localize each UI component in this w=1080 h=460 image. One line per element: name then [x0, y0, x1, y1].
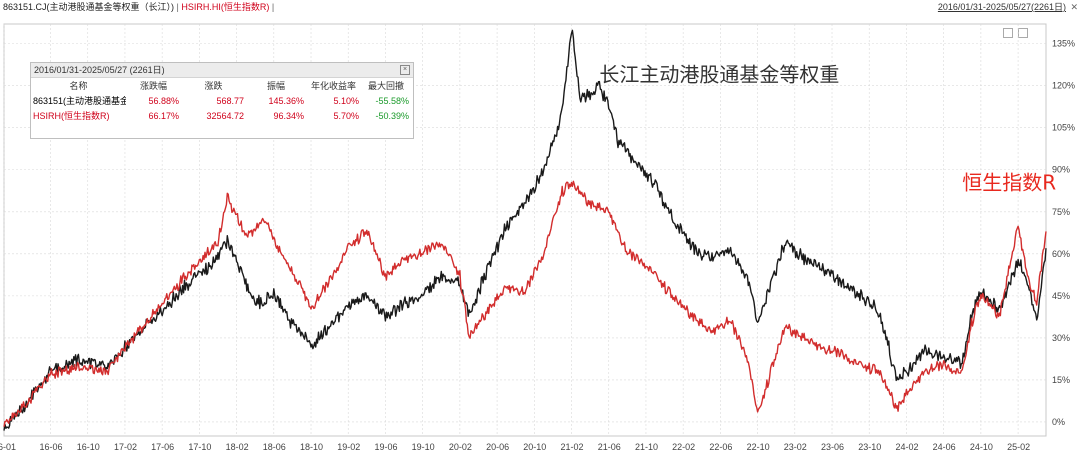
stats-title: 2016/01/31-2025/05/27 (2261日): [31, 63, 413, 78]
series-line-2: [3, 180, 1047, 427]
x-tick-label: 20-06: [486, 442, 509, 452]
x-axis-ticks: 16-01 16-06 16-10 17-02 17-06 17-10 18-02 18-06…: [0, 442, 1030, 452]
stats-row-series1[interactable]: 863151(主动港股通基金 56.88% 568.77 145.36% 5.1…: [31, 93, 411, 108]
row1-amplitude: 145.36%: [268, 95, 304, 106]
y-axis-ticks: 135% 120% 105% 90% 75% 60% 45% 30% 15% 0%: [1052, 39, 1075, 427]
x-tick-label: 24-06: [933, 442, 956, 452]
close-icon[interactable]: ✕: [1070, 2, 1078, 12]
x-tick-label: 19-10: [412, 442, 435, 452]
row1-annual-return: 5.10%: [333, 95, 359, 106]
stats-table: 名称 涨跌幅 涨跌 振幅 年化收益率 最大回撤 863151(主动港股通基金 5…: [31, 78, 411, 123]
stats-panel[interactable]: 2016/01/31-2025/05/27 (2261日) × 名称 涨跌幅 涨…: [30, 62, 414, 139]
x-tick-label: 22-10: [747, 442, 770, 452]
y-tick-label: 90%: [1052, 165, 1070, 175]
stats-row-series2[interactable]: HSIRH(恒生指数R) 66.17% 32564.72 96.34% 5.70…: [31, 108, 411, 123]
x-tick-label: 22-06: [709, 442, 732, 452]
y-tick-label: 120%: [1052, 81, 1075, 91]
separator-1: |: [176, 2, 179, 12]
x-tick-label: 16-01: [0, 442, 16, 452]
x-tick-label: 18-02: [226, 442, 249, 452]
col-change-pct[interactable]: 涨跌幅: [139, 81, 167, 91]
date-range-link[interactable]: 2016/01/31-2025/05/27(2261日): [937, 2, 1066, 12]
x-tick-label: 25-02: [1007, 442, 1030, 452]
y-tick-label: 105%: [1052, 123, 1075, 133]
row2-annual-return: 5.70%: [333, 110, 359, 121]
separator-2: |: [271, 2, 275, 12]
row1-name: 863151(主动港股通基金: [33, 96, 126, 106]
row2-change: 32564.72: [206, 110, 244, 121]
x-tick-label: 17-10: [188, 442, 211, 452]
row2-max-drawdown: -50.39%: [375, 110, 409, 121]
x-tick-label: 23-10: [858, 442, 881, 452]
restore-icon[interactable]: [1003, 28, 1013, 38]
x-tick-label: 16-06: [40, 442, 63, 452]
col-name[interactable]: 名称: [69, 81, 88, 91]
x-tick-label: 22-02: [672, 442, 695, 452]
x-tick-label: 21-02: [561, 442, 584, 452]
x-tick-label: 19-02: [337, 442, 360, 452]
maximize-icon[interactable]: [1018, 28, 1028, 38]
series1-code[interactable]: 863151.CJ(主动港股通基金等权重（长江）): [3, 2, 175, 12]
y-tick-label: 75%: [1052, 207, 1070, 217]
series-lines: [3, 29, 1047, 431]
row2-name: HSIRH(恒生指数R): [33, 111, 110, 121]
series-line-1: [3, 29, 1047, 431]
x-tick-label: 18-06: [263, 442, 286, 452]
stats-close-icon[interactable]: ×: [400, 65, 410, 75]
annotation-series2: 恒生指数R: [962, 170, 1056, 194]
row2-amplitude: 96.34%: [273, 110, 304, 121]
top-bar: 863151.CJ(主动港股通基金等权重（长江）) | HSIRH.HI(恒生指…: [0, 0, 1080, 14]
x-tick-label: 23-02: [784, 442, 807, 452]
row1-change: 568.77: [216, 95, 244, 106]
row1-max-drawdown: -55.58%: [375, 95, 409, 106]
col-change[interactable]: 涨跌: [204, 81, 223, 91]
x-tick-label: 21-10: [635, 442, 658, 452]
col-annual-return[interactable]: 年化收益率: [310, 81, 356, 91]
series2-code[interactable]: HSIRH.HI(恒生指数R): [181, 2, 270, 12]
y-tick-label: 60%: [1052, 249, 1070, 259]
x-tick-label: 24-10: [970, 442, 993, 452]
y-tick-label: 135%: [1052, 39, 1075, 49]
x-tick-label: 20-02: [449, 442, 472, 452]
annotation-series1: 长江主动港股通基金等权重: [599, 62, 839, 86]
x-tick-label: 24-02: [895, 442, 918, 452]
col-amplitude[interactable]: 振幅: [266, 81, 285, 91]
y-tick-label: 15%: [1052, 375, 1070, 385]
x-tick-label: 20-10: [523, 442, 546, 452]
x-tick-label: 21-06: [598, 442, 621, 452]
y-tick-label: 30%: [1052, 333, 1070, 343]
y-tick-label: 0%: [1052, 417, 1065, 427]
col-max-drawdown[interactable]: 最大回撤: [367, 81, 404, 91]
x-tick-label: 18-10: [300, 442, 323, 452]
row1-change-pct: 56.88%: [148, 95, 179, 106]
x-tick-label: 16-10: [77, 442, 100, 452]
x-tick-label: 17-06: [151, 442, 174, 452]
x-tick-label: 19-06: [374, 442, 397, 452]
y-tick-label: 45%: [1052, 291, 1070, 301]
series-header: 863151.CJ(主动港股通基金等权重（长江）) | HSIRH.HI(恒生指…: [3, 0, 274, 14]
x-tick-label: 17-02: [114, 442, 137, 452]
row2-change-pct: 66.17%: [148, 110, 179, 121]
stats-header-row: 名称 涨跌幅 涨跌 振幅 年化收益率 最大回撤: [31, 78, 411, 93]
x-tick-label: 23-06: [821, 442, 844, 452]
